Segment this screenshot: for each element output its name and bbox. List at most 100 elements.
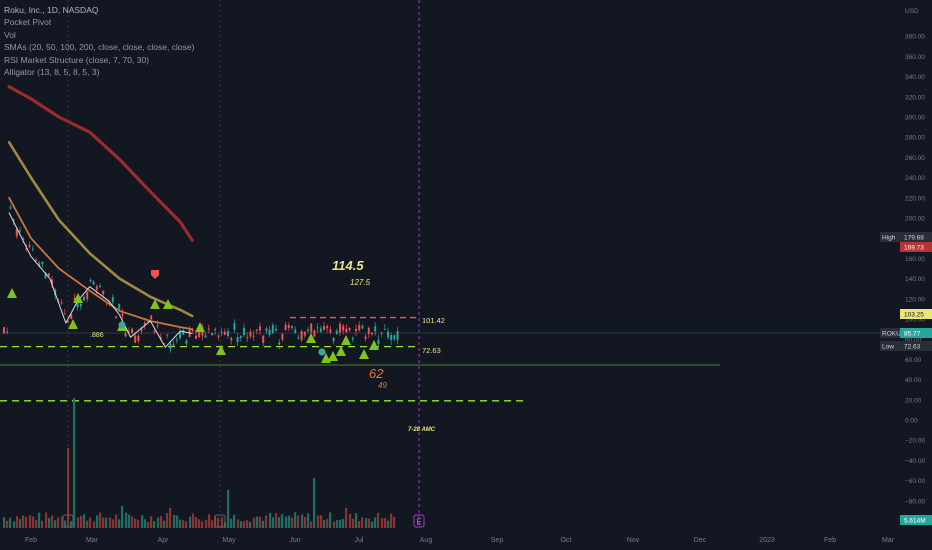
volume-bar	[307, 513, 310, 528]
candle-body	[275, 328, 277, 331]
volume-bar	[93, 521, 96, 528]
volume-bar	[342, 518, 345, 528]
price-tick-label: 100.00	[905, 317, 925, 324]
signal-dot	[118, 321, 126, 329]
time-tick-label: May	[222, 537, 236, 544]
price-tick-label: −60.00	[905, 478, 925, 485]
time-tick-label: Aug	[420, 537, 433, 544]
volume-bar	[374, 517, 377, 528]
volume-bar	[141, 515, 144, 528]
volume-bar	[67, 448, 70, 528]
pocket-pivot-arrow	[359, 349, 369, 359]
candle-body	[83, 296, 85, 301]
candle-body	[374, 326, 377, 332]
volume-bar	[45, 512, 48, 528]
price-tick-label: 300.00	[905, 115, 925, 122]
candle-body	[316, 327, 319, 329]
volume-bar	[83, 514, 86, 528]
pocket-pivot-arrow	[328, 351, 338, 361]
volume-bar	[134, 518, 137, 528]
volume-bar	[147, 521, 150, 528]
candle-body	[150, 315, 153, 320]
volume-bar	[323, 519, 326, 528]
price-axis-panel	[900, 0, 932, 550]
volume-bar	[336, 520, 339, 528]
volume-bar	[195, 517, 198, 528]
candle-body	[326, 326, 329, 329]
volume-bar	[393, 516, 396, 528]
badge-ticker-value: 85.77	[904, 331, 921, 338]
candle-body	[217, 335, 220, 337]
axis-currency: USD	[905, 8, 919, 15]
pocket-pivot-arrow	[306, 333, 316, 343]
volume-bar	[265, 515, 268, 528]
pocket-pivot-arrow	[195, 322, 205, 332]
volume-bar	[221, 517, 224, 528]
volume-bar	[166, 513, 169, 528]
legend-rsi-structure[interactable]: RSI Market Structure (close, 7, 70, 30)	[4, 54, 150, 65]
candle-body	[86, 291, 89, 300]
pocket-pivot-arrow	[7, 288, 17, 298]
candle-body	[89, 279, 92, 282]
candle-body	[3, 327, 5, 334]
volume-bar	[384, 518, 387, 528]
candle-body	[246, 337, 249, 339]
price-tick-label: 280.00	[905, 135, 925, 142]
candle-body	[339, 323, 341, 333]
badge-resistance-bg	[900, 309, 932, 319]
candle-body	[307, 329, 309, 332]
volume-bar	[329, 512, 332, 528]
earnings-badge	[214, 514, 226, 528]
price-tick-label: 380.00	[905, 34, 925, 41]
candle-body	[31, 248, 34, 250]
badge-resistance-value: 103.25	[904, 312, 924, 319]
annotation-target-49: 49	[378, 381, 387, 390]
volume-bar	[160, 516, 163, 528]
badge-ticker-label-bg	[880, 328, 900, 338]
candle-body	[47, 273, 50, 276]
candle-body	[271, 325, 274, 334]
signal-dot	[318, 348, 326, 356]
annotation-price-72: 72.63	[422, 346, 441, 355]
candle-body	[265, 328, 268, 332]
candle-body	[364, 336, 367, 340]
candle-body	[377, 339, 380, 345]
volume-bar	[9, 517, 12, 528]
candle-body	[233, 323, 236, 330]
volume-bar	[6, 520, 9, 528]
volume-bar	[22, 515, 25, 528]
volume-bar	[150, 516, 153, 528]
legend-alligator[interactable]: Alligator (13, 8, 5, 8, 5, 3)	[4, 67, 100, 78]
price-tick-label: −80.00	[905, 498, 925, 505]
candle-body	[70, 314, 73, 319]
candle-body	[268, 329, 271, 335]
volume-bar	[365, 517, 368, 528]
candle-body	[355, 328, 357, 331]
volume-bar	[291, 517, 294, 528]
candle-body	[115, 316, 117, 319]
candle-body	[387, 331, 389, 338]
volume-bar	[64, 520, 67, 528]
volume-bar	[301, 514, 304, 528]
volume-bar	[19, 519, 22, 528]
candle-body	[156, 325, 159, 327]
volume-bar	[115, 514, 118, 528]
volume-bar	[201, 521, 204, 528]
chart-legend: Roku, Inc., 1D, NASDAQ Pocket Pivot Vol …	[4, 4, 194, 78]
volume-bar	[16, 516, 19, 528]
price-tick-label: 260.00	[905, 155, 925, 162]
price-tick-label: 60.00	[905, 357, 922, 364]
legend-pocket-pivot[interactable]: Pocket Pivot	[4, 17, 52, 28]
candle-body	[220, 331, 223, 333]
volume-bar	[121, 506, 124, 528]
legend-smas[interactable]: SMAs (20, 50, 100, 200, close, close, cl…	[4, 42, 195, 53]
candle-body	[28, 244, 31, 247]
volume-bar	[179, 519, 182, 528]
price-tick-label: 340.00	[905, 74, 925, 81]
pocket-pivot-arrow	[73, 293, 83, 303]
candle-body	[140, 329, 143, 331]
volume-bar	[240, 521, 243, 528]
legend-volume[interactable]: Vol	[4, 29, 16, 40]
candle-body	[73, 298, 76, 300]
